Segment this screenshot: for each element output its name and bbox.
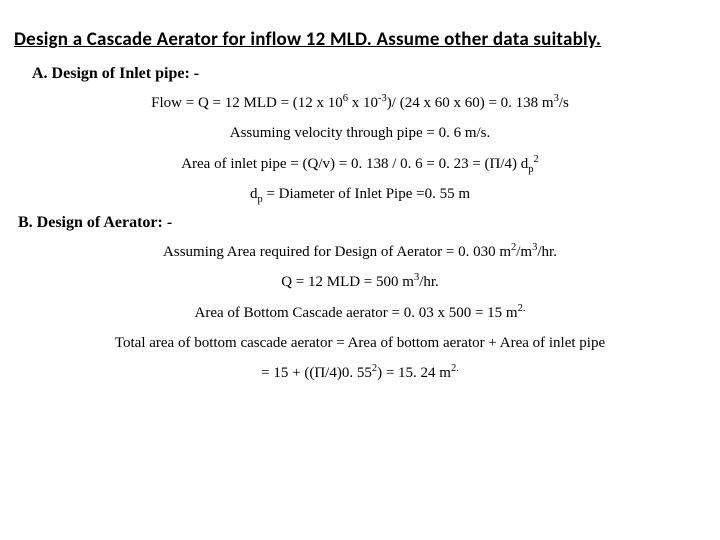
text: = Diameter of Inlet Pipe =0. 55 m xyxy=(263,186,470,202)
line-total-area: Total area of bottom cascade aerator = A… xyxy=(44,333,676,353)
sup-2: 2 xyxy=(534,154,539,165)
line-flow: Flow = Q = 12 MLD = (12 x 106 x 10-3)/ (… xyxy=(14,93,706,113)
line-area-inlet: Area of inlet pipe = (Q/v) = 0. 138 / 0.… xyxy=(14,154,706,174)
line-diameter: dp = Diameter of Inlet Pipe =0. 55 m xyxy=(14,184,706,204)
text: = 15 + ((Π/4)0. 55 xyxy=(261,365,372,381)
text: /m xyxy=(516,244,532,260)
section-a-heading: A. Design of Inlet pipe: - xyxy=(32,65,706,83)
text: ) = 15. 24 m xyxy=(377,365,451,381)
text: x 10 xyxy=(348,95,378,111)
text: /s xyxy=(559,95,569,111)
line-q: Q = 12 MLD = 500 m3/hr. xyxy=(14,272,706,292)
page-title: Design a Cascade Aerator for inflow 12 M… xyxy=(14,28,706,51)
text: /hr. xyxy=(537,244,557,260)
line-bottom-area: Area of Bottom Cascade aerator = 0. 03 x… xyxy=(14,303,706,323)
sup-2dot: 2. xyxy=(518,303,526,314)
line-velocity: Assuming velocity through pipe = 0. 6 m/… xyxy=(14,123,706,143)
text: Area of Bottom Cascade aerator = 0. 03 x… xyxy=(195,305,518,321)
sup-2dot: 2. xyxy=(451,363,459,374)
text: Area of inlet pipe = (Q/v) = 0. 138 / 0.… xyxy=(181,156,528,172)
line-total-eq: = 15 + ((Π/4)0. 552) = 15. 24 m2. xyxy=(14,363,706,383)
sup-neg3: -3 xyxy=(378,93,387,104)
text: Q = 12 MLD = 500 m xyxy=(281,274,414,290)
sub-p: p xyxy=(528,164,533,175)
text: /hr. xyxy=(419,274,439,290)
page: Design a Cascade Aerator for inflow 12 M… xyxy=(0,0,720,383)
text: Assuming Area required for Design of Aer… xyxy=(163,244,511,260)
line-assume-area: Assuming Area required for Design of Aer… xyxy=(14,242,706,262)
section-b-heading: B. Design of Aerator: - xyxy=(18,214,706,232)
text: Flow = Q = 12 MLD = (12 x 10 xyxy=(151,95,343,111)
text: )/ (24 x 60 x 60) = 0. 138 m xyxy=(387,95,554,111)
